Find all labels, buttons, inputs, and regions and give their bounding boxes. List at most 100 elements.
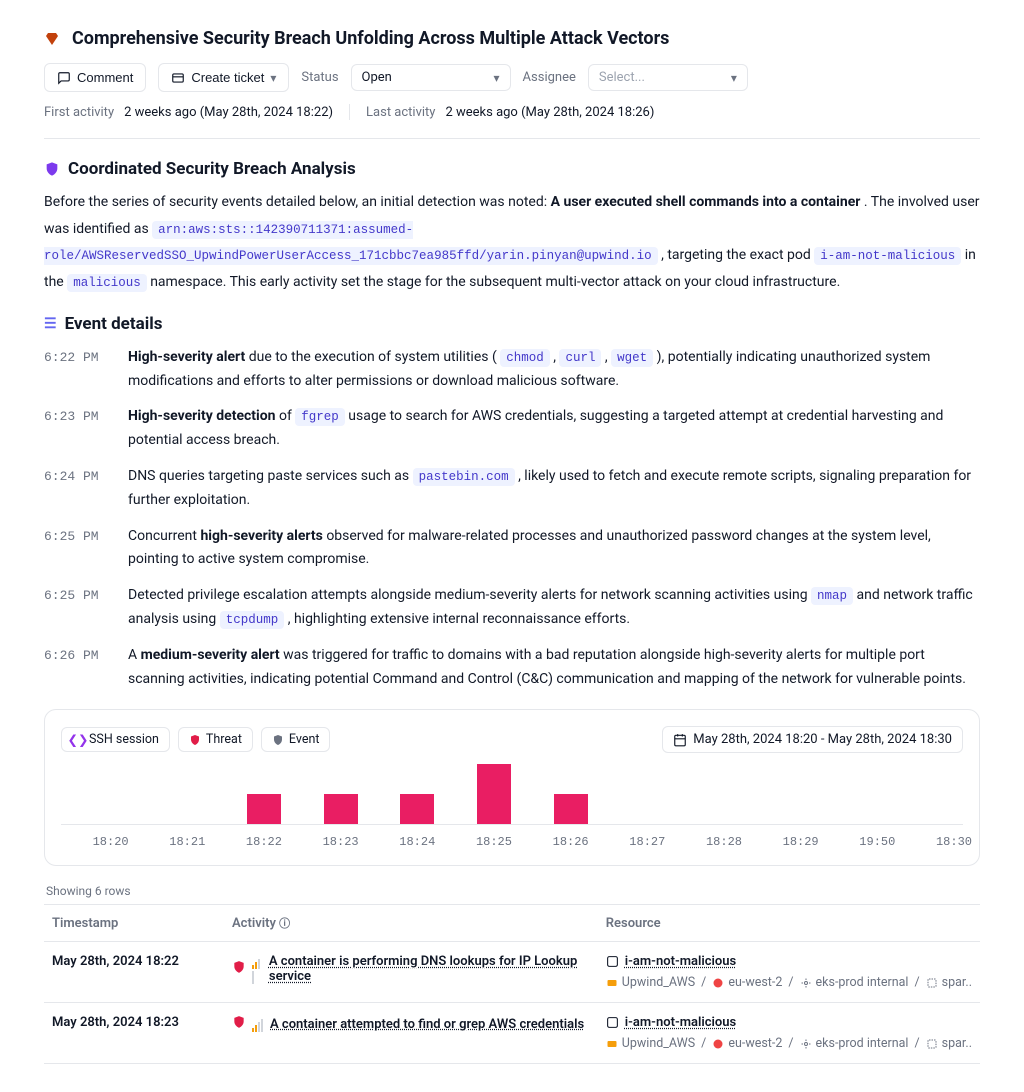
event-icon (272, 734, 284, 746)
cell-activity: A container attempted to find or grep AW… (224, 1003, 598, 1064)
event-time: 6:26 PM (44, 644, 108, 692)
col-resource[interactable]: Resource (598, 905, 980, 942)
x-tick: 18:30 (936, 835, 972, 849)
timeline-chart-card: ❮❯ SSH session Threat Event May 28th, 20… (44, 709, 980, 866)
x-tick: 18:25 (476, 835, 512, 849)
event-body: Detected privilege escalation attempts a… (128, 584, 980, 632)
threat-icon (232, 960, 246, 978)
event-body: High-severity alert due to the execution… (128, 346, 980, 394)
row-count: Showing 6 rows (46, 884, 980, 898)
x-tick: 18:26 (553, 835, 589, 849)
date-range-value: May 28th, 2024 18:20 - May 28th, 2024 18… (693, 732, 952, 747)
namespace-token: malicious (67, 274, 147, 292)
bar-chart: 18:20 18:21 18:22 18:23 18:24 18:25 18:26 18:27… (61, 759, 963, 849)
x-tick: 18:22 (246, 835, 282, 849)
event-time: 6:23 PM (44, 405, 108, 453)
activity-link[interactable]: A container is performing DNS lookups fo… (269, 954, 590, 984)
last-activity-value: 2 weeks ago (May 28th, 2024 18:26) (445, 105, 654, 120)
divider (349, 104, 350, 120)
resource-link[interactable]: i-am-not-malicious (606, 954, 972, 969)
event-time: 6:25 PM (44, 584, 108, 632)
chart-bar (400, 794, 434, 824)
signal-icon (252, 954, 263, 984)
x-tick: 18:21 (169, 835, 205, 849)
comment-label: Comment (77, 70, 133, 85)
chart-bar (247, 794, 281, 824)
chart-bar (324, 794, 358, 824)
code-token: curl (559, 349, 601, 367)
logo-icon (44, 30, 62, 48)
code-token: nmap (811, 587, 853, 605)
assignee-label: Assignee (523, 70, 576, 85)
x-tick: 18:29 (783, 835, 819, 849)
event-row: 6:22 PM High-severity alert due to the ex… (44, 346, 980, 394)
assignee-select[interactable]: Select... ▾ (588, 64, 748, 91)
code-token: chmod (500, 349, 550, 367)
x-tick: 18:23 (323, 835, 359, 849)
chevron-down-icon: ▾ (270, 71, 276, 85)
chip-ssh-session[interactable]: ❮❯ SSH session (61, 727, 170, 752)
chevron-down-icon: ▾ (494, 71, 500, 85)
event-list: 6:22 PM High-severity alert due to the ex… (44, 346, 980, 692)
code-token: tcpdump (220, 611, 285, 629)
code-icon: ❮❯ (72, 734, 84, 746)
cell-activity: A container is performing DNS lookups fo… (224, 942, 598, 1003)
page-title: Comprehensive Security Breach Unfolding … (72, 28, 669, 49)
first-activity-label: First activity (44, 105, 114, 120)
chevron-down-icon: ▾ (731, 71, 737, 85)
activity-link[interactable]: A container attempted to find or grep AW… (270, 1017, 584, 1032)
chart-bar (477, 764, 511, 824)
chip-event[interactable]: Event (261, 727, 331, 752)
table-row[interactable]: May 28th, 2024 18:22 A container is perfo… (44, 942, 980, 1003)
info-icon: ⓘ (279, 917, 290, 930)
x-tick: 18:24 (399, 835, 435, 849)
event-time: 6:25 PM (44, 525, 108, 573)
event-body: DNS queries targeting paste services suc… (128, 465, 980, 513)
resource-path: Upwind_AWS / eu-west-2 / eks-prod intern… (606, 975, 972, 990)
resource-path: Upwind_AWS / eu-west-2 / eks-prod intern… (606, 1036, 972, 1051)
table-row[interactable]: May 28th, 2024 18:23 A container attempte… (44, 1003, 980, 1064)
divider (44, 138, 980, 139)
event-time: 6:24 PM (44, 465, 108, 513)
event-details-heading: Event details (65, 314, 163, 334)
code-token: wget (611, 349, 653, 367)
status-select[interactable]: Open ▾ (351, 64, 511, 91)
create-ticket-label: Create ticket (191, 70, 264, 85)
status-label: Status (301, 70, 338, 85)
cell-resource: i-am-not-malicious Upwind_AWS / eu-west-2… (598, 1003, 980, 1064)
event-body: Concurrent high-severity alerts observed… (128, 525, 980, 573)
event-body: A medium-severity alert was triggered fo… (128, 644, 980, 692)
create-ticket-button[interactable]: Create ticket ▾ (158, 63, 289, 92)
event-row: 6:23 PM High-severity detection of fgrep … (44, 405, 980, 453)
shield-icon (44, 161, 60, 177)
analysis-intro: Before the series of security events det… (44, 189, 980, 296)
first-activity-value: 2 weeks ago (May 28th, 2024 18:22) (124, 105, 333, 120)
assignee-placeholder: Select... (599, 70, 645, 85)
cell-timestamp: May 28th, 2024 18:22 (44, 942, 224, 1003)
col-activity[interactable]: Activity ⓘ (224, 905, 598, 942)
x-tick: 18:28 (706, 835, 742, 849)
date-range-picker[interactable]: May 28th, 2024 18:20 - May 28th, 2024 18… (662, 726, 963, 753)
x-tick: 19:50 (859, 835, 895, 849)
code-token: pastebin.com (413, 468, 515, 486)
list-icon: ☰ (44, 316, 57, 332)
cell-timestamp: May 28th, 2024 18:23 (44, 1003, 224, 1064)
event-row: 6:25 PM Concurrent high-severity alerts o… (44, 525, 980, 573)
resource-link[interactable]: i-am-not-malicious (606, 1015, 972, 1030)
chart-bar (554, 794, 588, 824)
comment-button[interactable]: Comment (44, 63, 146, 92)
chip-threat[interactable]: Threat (178, 727, 253, 752)
status-value: Open (362, 70, 392, 85)
col-timestamp[interactable]: Timestamp (44, 905, 224, 942)
code-token: fgrep (295, 408, 345, 426)
event-row: 6:26 PM A medium-severity alert was trigg… (44, 644, 980, 692)
event-row: 6:24 PM DNS queries targeting paste servi… (44, 465, 980, 513)
x-tick: 18:20 (93, 835, 129, 849)
event-time: 6:22 PM (44, 346, 108, 394)
pod-token: i-am-not-malicious (814, 247, 961, 265)
x-tick: 18:27 (629, 835, 665, 849)
threat-icon (232, 1015, 246, 1033)
threat-icon (189, 734, 201, 746)
event-body: High-severity detection of fgrep usage t… (128, 405, 980, 453)
signal-icon (252, 1017, 264, 1032)
